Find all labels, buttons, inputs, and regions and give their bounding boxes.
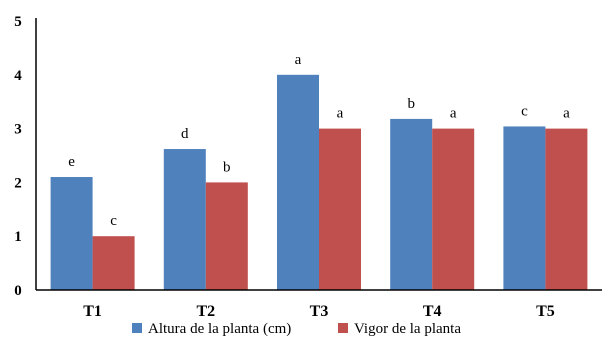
bar-vigor-t5 [545,128,588,290]
legend-swatch [132,323,142,333]
y-axis-ticks: 0 1 2 3 4 5 [14,14,22,299]
data-label: a [563,106,570,122]
bar-vigor-t2 [205,182,248,290]
y-tick-label: 4 [14,68,22,84]
legend-label: Altura de la planta (cm) [148,321,291,337]
x-tick-label: T2 [196,303,215,320]
x-tick-label: T1 [83,303,102,320]
y-tick-label: 1 [14,229,22,245]
bar-altura-t4 [390,118,433,290]
data-label: c [521,103,528,119]
data-labels: e c d b a a b a c a [68,52,570,229]
legend-label: Vigor de la planta [354,321,461,337]
x-tick-label: T4 [423,303,442,320]
bar-altura-t2 [163,149,206,290]
bar-altura-t1 [50,177,93,290]
data-label: c [110,213,117,229]
bar-vigor-t1 [92,236,135,290]
data-label: e [68,154,75,170]
y-tick-label: 3 [14,122,22,138]
bar-altura-t3 [277,74,319,290]
legend-swatch [338,323,348,333]
bar-vigor-t3 [319,128,361,290]
x-tick-label: T3 [310,303,329,320]
x-tick-label: T5 [536,303,555,320]
data-label: d [181,126,189,142]
bar-altura-t5 [503,126,546,290]
data-label: b [223,159,231,175]
y-tick-label: 2 [14,175,22,191]
y-tick-label: 5 [14,14,22,30]
y-tick-label: 0 [14,283,22,299]
bars [50,74,588,290]
data-label: a [295,52,302,68]
legend: Altura de la planta (cm) Vigor de la plan… [132,321,461,337]
data-label: b [407,96,415,112]
data-label: a [337,106,344,122]
data-label: a [450,106,457,122]
bar-vigor-t4 [432,128,475,290]
x-axis-categories: T1 T2 T3 T4 T5 [83,303,554,320]
